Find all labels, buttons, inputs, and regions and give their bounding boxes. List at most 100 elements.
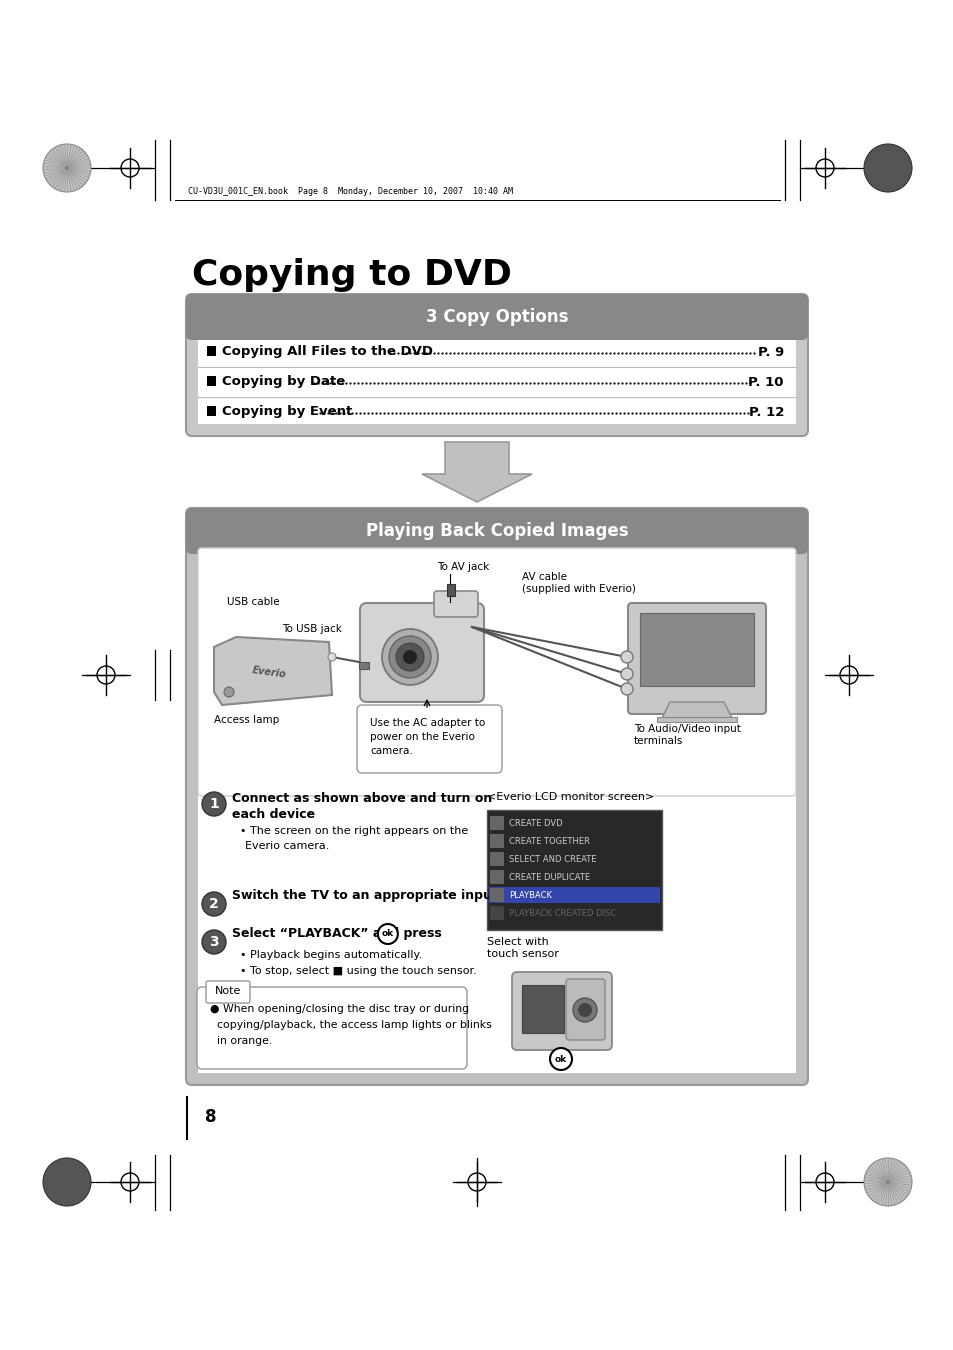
FancyBboxPatch shape: [490, 815, 503, 830]
Text: Select “PLAYBACK” and press: Select “PLAYBACK” and press: [232, 927, 441, 941]
Bar: [489, 887, 659, 903]
Text: 1: 1: [209, 796, 218, 811]
Text: Everio: Everio: [251, 664, 287, 679]
Text: CREATE TOGETHER: CREATE TOGETHER: [509, 837, 589, 846]
Text: 2: 2: [209, 896, 218, 911]
Circle shape: [389, 636, 431, 678]
Circle shape: [202, 930, 226, 954]
FancyBboxPatch shape: [186, 294, 807, 436]
FancyBboxPatch shape: [206, 981, 250, 1003]
FancyBboxPatch shape: [490, 852, 503, 865]
FancyBboxPatch shape: [186, 294, 807, 340]
FancyBboxPatch shape: [490, 834, 503, 848]
Text: P. 9: P. 9: [757, 346, 783, 359]
Text: USB cable: USB cable: [227, 597, 279, 608]
Text: Playing Back Copied Images: Playing Back Copied Images: [365, 522, 628, 540]
Bar: [207, 406, 215, 416]
Text: 3 Copy Options: 3 Copy Options: [425, 308, 568, 325]
Text: To AV jack: To AV jack: [436, 562, 489, 572]
Circle shape: [620, 668, 633, 680]
Text: • To stop, select ■ using the touch sensor.: • To stop, select ■ using the touch sens…: [240, 967, 476, 976]
Polygon shape: [661, 702, 731, 718]
Text: CREATE DUPLICATE: CREATE DUPLICATE: [509, 873, 590, 883]
Text: ● When opening/closing the disc tray or during: ● When opening/closing the disc tray or …: [210, 1004, 469, 1014]
Bar: [358, 662, 369, 670]
Polygon shape: [213, 637, 332, 705]
FancyBboxPatch shape: [434, 591, 477, 617]
FancyBboxPatch shape: [198, 548, 795, 796]
Circle shape: [578, 1003, 592, 1017]
Text: To Audio/Video input
terminals: To Audio/Video input terminals: [634, 724, 740, 745]
FancyBboxPatch shape: [196, 987, 467, 1069]
Circle shape: [395, 643, 423, 671]
Circle shape: [884, 1179, 890, 1185]
Text: • Playback begins automatically.: • Playback begins automatically.: [240, 950, 421, 960]
Circle shape: [550, 1048, 572, 1071]
Text: ok: ok: [555, 1054, 566, 1064]
Text: 3: 3: [209, 936, 218, 949]
Text: Select with
touch sensor: Select with touch sensor: [486, 937, 558, 958]
FancyBboxPatch shape: [490, 869, 503, 884]
Circle shape: [224, 687, 233, 697]
Text: • The screen on the right appears on the: • The screen on the right appears on the: [240, 826, 468, 836]
Text: P. 12: P. 12: [748, 405, 783, 418]
Circle shape: [377, 923, 397, 944]
Text: ok: ok: [381, 930, 394, 938]
Text: Use the AC adapter to
power on the Everio
camera.: Use the AC adapter to power on the Everi…: [370, 718, 485, 756]
Circle shape: [328, 653, 335, 662]
FancyBboxPatch shape: [186, 508, 807, 1085]
Circle shape: [620, 683, 633, 695]
Bar: [447, 585, 455, 595]
Text: Copying by Event: Copying by Event: [222, 405, 352, 418]
Text: PLAYBACK CREATED DISC: PLAYBACK CREATED DISC: [509, 910, 616, 918]
FancyBboxPatch shape: [627, 603, 765, 714]
Bar: [207, 377, 215, 386]
Text: P. 10: P. 10: [748, 375, 783, 389]
Circle shape: [64, 165, 70, 171]
Circle shape: [202, 892, 226, 917]
Bar: [192, 536, 801, 548]
FancyBboxPatch shape: [565, 979, 604, 1040]
Circle shape: [402, 649, 416, 664]
Text: 8: 8: [205, 1108, 216, 1126]
Circle shape: [43, 1158, 91, 1206]
Text: Copying by Date: Copying by Date: [222, 375, 345, 389]
Text: in orange.: in orange.: [216, 1035, 272, 1046]
Circle shape: [202, 792, 226, 815]
Text: CU-VD3U_001C_EN.book  Page 8  Monday, December 10, 2007  10:40 AM: CU-VD3U_001C_EN.book Page 8 Monday, Dece…: [188, 188, 513, 196]
Circle shape: [573, 998, 597, 1022]
Bar: [198, 547, 795, 1073]
FancyBboxPatch shape: [490, 906, 503, 919]
FancyBboxPatch shape: [186, 508, 807, 554]
Text: Copying All Files to the DVD: Copying All Files to the DVD: [222, 346, 433, 359]
Text: Access lamp: Access lamp: [213, 716, 279, 725]
Text: Note: Note: [214, 986, 241, 996]
Circle shape: [381, 629, 437, 684]
Circle shape: [863, 144, 911, 192]
Circle shape: [620, 651, 633, 663]
Bar: [639, 613, 753, 686]
Text: PLAYBACK: PLAYBACK: [509, 891, 552, 900]
Circle shape: [863, 1158, 911, 1206]
Text: Copying to DVD: Copying to DVD: [192, 258, 512, 292]
FancyBboxPatch shape: [512, 972, 612, 1050]
Text: each device: each device: [232, 809, 314, 821]
Text: To USB jack: To USB jack: [282, 624, 341, 634]
Text: Switch the TV to an appropriate input: Switch the TV to an appropriate input: [232, 890, 497, 903]
Bar: [192, 323, 801, 333]
Text: Connect as shown above and turn on: Connect as shown above and turn on: [232, 792, 492, 805]
Bar: [207, 346, 215, 356]
Bar: [486, 810, 661, 930]
Bar: [198, 333, 795, 424]
Text: copying/playback, the access lamp lights or blinks: copying/playback, the access lamp lights…: [216, 1021, 491, 1030]
Text: SELECT AND CREATE: SELECT AND CREATE: [509, 856, 596, 864]
FancyBboxPatch shape: [356, 705, 501, 774]
Bar: [657, 717, 737, 722]
FancyBboxPatch shape: [359, 603, 483, 702]
Text: CREATE DVD: CREATE DVD: [509, 819, 562, 829]
Bar: [521, 986, 563, 1033]
FancyBboxPatch shape: [490, 888, 503, 902]
Polygon shape: [421, 441, 532, 502]
Text: <Everio LCD monitor screen>: <Everio LCD monitor screen>: [486, 792, 654, 802]
Circle shape: [43, 144, 91, 192]
